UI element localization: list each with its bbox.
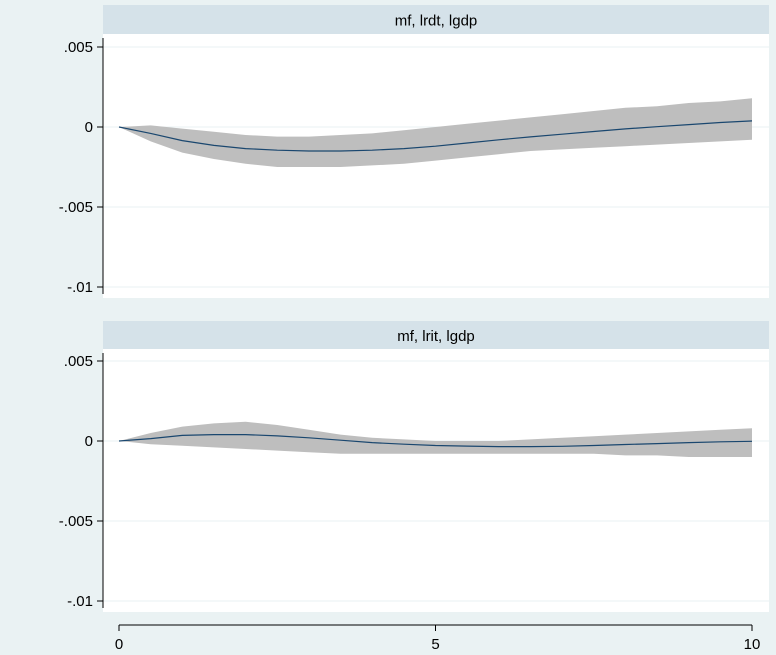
panel-2-confidence-band	[119, 421, 752, 457]
panel-1-ytick-label-2: -.005	[59, 199, 93, 216]
panel-1-ytick-label-0: .005	[64, 39, 93, 56]
panel-2-plot-area	[103, 349, 769, 612]
panel-1-plot-area	[103, 34, 769, 298]
panel-2-irf-line	[118, 434, 753, 448]
panel-2-title: mf, lrit, lgdp	[397, 328, 475, 345]
panel-1-irf-line	[118, 120, 753, 152]
panel-2-xtick-label-1: 5	[431, 636, 439, 653]
panel-2-xtick-label-2: 10	[744, 636, 761, 653]
panel-2-ytick-label-3: -.01	[67, 593, 93, 610]
panel-2-ytick-label-0: .005	[64, 353, 93, 370]
panel-1-title: mf, lrdt, lgdp	[395, 13, 478, 30]
panel-2-strip	[103, 321, 769, 349]
panel-1-strip	[103, 5, 769, 34]
panel-1-ytick-label-1: 0	[85, 119, 93, 136]
panel-1-ytick-label-3: -.01	[67, 279, 93, 296]
panel-2-ytick-label-1: 0	[85, 433, 93, 450]
panel-2-xtick-label-0: 0	[115, 636, 123, 653]
panel-2-ytick-label-2: -.005	[59, 513, 93, 530]
